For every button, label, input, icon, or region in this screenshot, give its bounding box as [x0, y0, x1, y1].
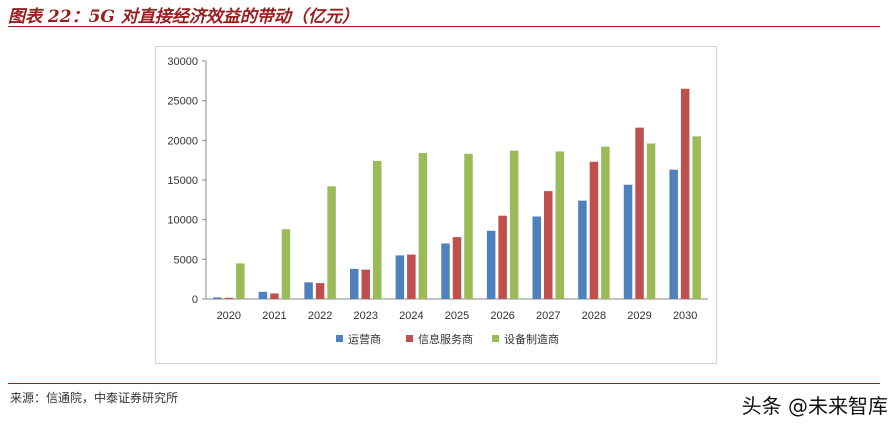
bar-info-service-2026: [498, 215, 507, 299]
legend-swatch: [336, 335, 343, 342]
bar-operator-2024: [395, 255, 405, 299]
bar-info-service-2020: [224, 297, 234, 299]
bar-operator-2029: [623, 184, 633, 299]
x-tick-label: 2024: [399, 310, 423, 322]
bar-equipment-2022: [327, 186, 336, 299]
bar-info-service-2029: [635, 127, 644, 299]
bar-info-service-2028: [589, 161, 599, 299]
bar-operator-2028: [578, 200, 587, 299]
figure-title: 图表 22：5G 对直接经济效益的带动（亿元）: [8, 7, 359, 27]
x-tick-label: 2021: [262, 310, 286, 322]
y-tick-label: 5000: [174, 254, 198, 266]
bar-equipment-2021: [281, 229, 291, 299]
bar-info-service-2023: [361, 269, 370, 299]
x-tick-label: 2028: [582, 310, 606, 322]
x-tick-label: 2029: [627, 310, 651, 322]
bar-operator-2030: [669, 169, 678, 299]
x-tick-label: 2026: [490, 310, 514, 322]
chart-frame: 0 5000 10000 15000 20000 25000 30000 2020 2021 20…: [155, 46, 717, 364]
x-tick-label: 2025: [445, 310, 469, 322]
bar-info-service-2025: [452, 237, 462, 299]
y-tick-label: 30000: [167, 56, 198, 68]
x-tick-label: 2030: [673, 310, 697, 322]
bar-equipment-2028: [601, 146, 610, 299]
legend-label: 设备制造商: [504, 332, 559, 346]
bar-chart: 0 5000 10000 15000 20000 25000 30000 2020 2021 20…: [167, 56, 708, 346]
legend-swatch: [406, 335, 413, 342]
title-rule: [8, 26, 880, 27]
x-tick-label: 2027: [536, 310, 560, 322]
x-tick-label: 2022: [308, 310, 332, 322]
y-tick-label: 15000: [167, 175, 198, 187]
bar-info-service-2021: [270, 293, 279, 299]
y-tick-label: 0: [192, 294, 198, 306]
y-tick-label: 25000: [167, 96, 198, 108]
bar-equipment-2020: [236, 263, 245, 299]
bar-equipment-2029: [646, 143, 656, 299]
y-tick-label: 20000: [167, 135, 198, 147]
x-tick-label: 2023: [353, 310, 377, 322]
bar-operator-2022: [304, 282, 313, 299]
legend-label: 运营商: [348, 332, 381, 346]
bar-equipment-2030: [692, 136, 701, 299]
bar-info-service-2027: [544, 191, 553, 299]
bar-operator-2026: [486, 230, 496, 299]
legend-label: 信息服务商: [418, 332, 473, 346]
source-note: 来源：信通院，中泰证券研究所: [10, 391, 179, 405]
bar-equipment-2027: [555, 151, 565, 299]
bar-operator-2020: [213, 297, 222, 299]
watermark: 头条 @未来智库: [741, 394, 888, 418]
bar-equipment-2023: [372, 160, 382, 299]
bar-operator-2021: [258, 291, 268, 299]
bar-operator-2023: [349, 268, 359, 299]
source-rule: [8, 383, 880, 384]
bar-operator-2027: [532, 216, 542, 299]
x-tick-label: 2020: [217, 310, 241, 322]
bar-info-service-2024: [407, 254, 416, 299]
bar-info-service-2022: [315, 283, 325, 299]
bar-equipment-2024: [418, 153, 428, 299]
legend-swatch: [492, 335, 499, 342]
y-tick-label: 10000: [167, 215, 198, 227]
bar-equipment-2025: [464, 153, 473, 299]
bar-info-service-2030: [680, 88, 690, 299]
bar-operator-2025: [441, 243, 450, 299]
bar-equipment-2026: [509, 150, 519, 299]
